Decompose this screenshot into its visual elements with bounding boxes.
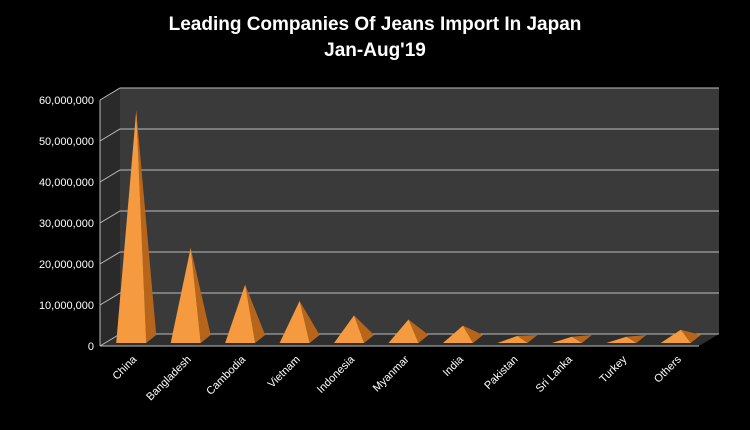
x-tick-label: Others bbox=[652, 353, 684, 385]
bar bbox=[551, 336, 582, 343]
x-tick-label: Cambodia bbox=[204, 353, 249, 398]
bar bbox=[225, 284, 256, 343]
bar bbox=[660, 329, 691, 343]
gridline bbox=[99, 210, 719, 224]
y-tick-label: 40,000,000 bbox=[39, 177, 94, 189]
bar bbox=[442, 325, 473, 343]
bar bbox=[408, 319, 429, 343]
bar bbox=[334, 315, 365, 343]
gridline bbox=[99, 87, 719, 101]
bar bbox=[680, 329, 701, 343]
x-tick-label: Sri Lanka bbox=[534, 353, 576, 395]
x-tick-label: Turkey bbox=[597, 353, 629, 385]
bar bbox=[462, 325, 483, 343]
y-tick-label: 0 bbox=[88, 341, 94, 353]
bar bbox=[606, 336, 637, 343]
bar bbox=[136, 110, 157, 344]
bar bbox=[497, 335, 528, 343]
y-tick-label: 20,000,000 bbox=[39, 259, 94, 271]
bar bbox=[517, 335, 538, 343]
gridline bbox=[99, 292, 719, 306]
x-tick-label: Pakistan bbox=[482, 354, 520, 392]
x-tick-label: China bbox=[111, 353, 140, 382]
bar bbox=[170, 247, 201, 343]
y-tick-label: 50,000,000 bbox=[39, 136, 94, 148]
bar bbox=[571, 335, 592, 343]
bar bbox=[190, 247, 211, 343]
chart-subtitle: Jan-Aug'19 bbox=[324, 40, 426, 61]
gridline bbox=[99, 169, 719, 183]
x-tick-label: Vietnam bbox=[266, 354, 303, 391]
bar bbox=[388, 319, 419, 343]
bar bbox=[299, 301, 320, 343]
bar bbox=[245, 284, 266, 343]
y-tick-label: 10,000,000 bbox=[39, 300, 94, 312]
chart-title: Leading Companies Of Jeans Import In Jap… bbox=[168, 14, 582, 35]
y-tick-label: 30,000,000 bbox=[39, 218, 94, 230]
y-tick-label: 60,000,000 bbox=[39, 95, 94, 107]
x-tick-label: Indonesia bbox=[315, 353, 358, 396]
x-tick-label: Bangladesh bbox=[144, 354, 194, 404]
bar bbox=[279, 301, 310, 343]
gridline bbox=[99, 128, 719, 142]
gridline bbox=[99, 251, 719, 265]
x-tick-label: Myanmar bbox=[371, 353, 412, 394]
bar bbox=[626, 335, 647, 343]
bar bbox=[116, 110, 147, 344]
x-tick-label: India bbox=[441, 353, 467, 379]
bar bbox=[354, 315, 375, 343]
